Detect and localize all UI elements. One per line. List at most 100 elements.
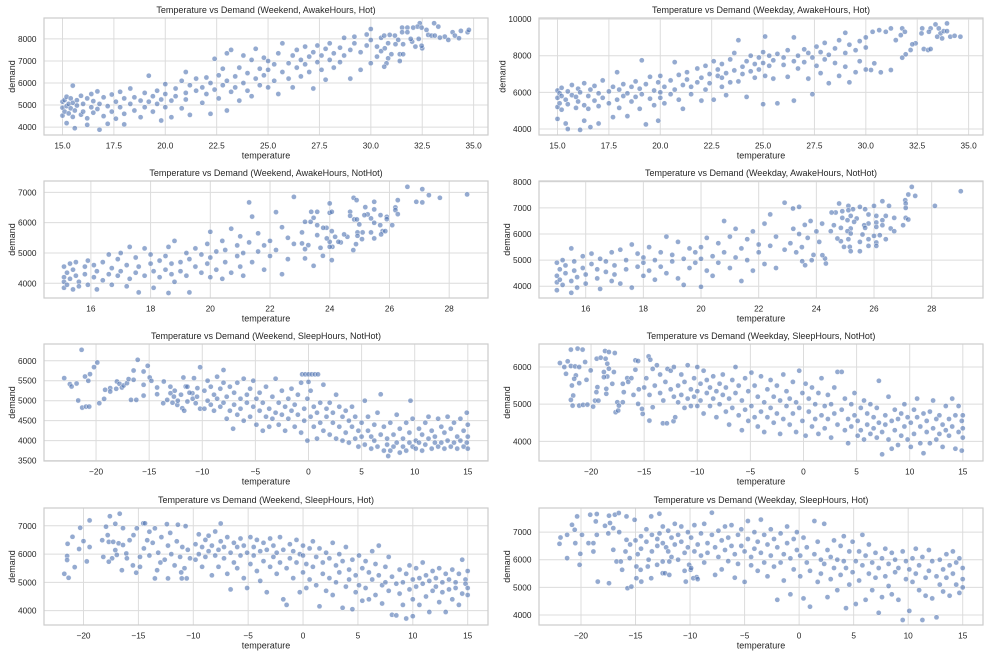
data-point bbox=[564, 531, 570, 538]
data-point bbox=[614, 96, 620, 103]
data-point bbox=[859, 231, 866, 238]
data-point bbox=[141, 90, 148, 96]
data-point bbox=[64, 269, 70, 276]
data-point bbox=[269, 415, 276, 422]
data-point bbox=[63, 120, 70, 126]
data-point bbox=[726, 421, 732, 428]
data-point bbox=[603, 390, 610, 397]
x-tick-label: 10 bbox=[408, 631, 418, 641]
data-point bbox=[310, 423, 317, 430]
data-point bbox=[914, 395, 920, 402]
data-point bbox=[287, 555, 293, 562]
data-point bbox=[253, 395, 260, 402]
data-point bbox=[400, 579, 406, 586]
data-point bbox=[201, 405, 208, 412]
data-point bbox=[879, 451, 885, 458]
y-tick-label: 10000 bbox=[508, 14, 531, 24]
data-point bbox=[337, 44, 343, 51]
data-point bbox=[435, 23, 442, 30]
data-point bbox=[634, 263, 641, 270]
data-point bbox=[588, 250, 595, 257]
data-point bbox=[248, 57, 255, 63]
data-point bbox=[217, 403, 224, 410]
data-point bbox=[895, 565, 902, 571]
data-point bbox=[150, 284, 157, 291]
data-point bbox=[259, 427, 266, 434]
data-point bbox=[786, 395, 793, 402]
data-point bbox=[383, 216, 390, 222]
data-point bbox=[848, 401, 855, 408]
data-point bbox=[688, 386, 694, 393]
data-point bbox=[680, 282, 687, 288]
data-point bbox=[922, 592, 929, 599]
data-point bbox=[265, 66, 271, 73]
data-point bbox=[314, 435, 320, 442]
data-point bbox=[377, 431, 384, 438]
data-point bbox=[255, 248, 261, 255]
y-tick-label: 8000 bbox=[513, 177, 532, 187]
data-point bbox=[371, 437, 378, 444]
data-point bbox=[237, 405, 244, 412]
data-point bbox=[715, 259, 722, 266]
data-point bbox=[601, 374, 607, 380]
y-tick-label: 4000 bbox=[513, 124, 532, 134]
data-point bbox=[949, 423, 956, 430]
data-point bbox=[609, 380, 616, 387]
data-point bbox=[809, 423, 815, 430]
data-point bbox=[222, 247, 229, 253]
data-point bbox=[94, 359, 101, 366]
x-tick-label: −10 bbox=[690, 467, 704, 477]
data-point bbox=[657, 390, 663, 396]
data-point bbox=[635, 386, 642, 393]
subplot-title: Temperature vs Demand (Weekend, SleepHou… bbox=[151, 331, 381, 341]
data-point bbox=[346, 439, 352, 446]
data-point bbox=[381, 32, 388, 39]
data-point bbox=[381, 63, 388, 70]
x-tick-label: 22 bbox=[265, 304, 275, 314]
data-point bbox=[165, 542, 171, 549]
data-point bbox=[162, 81, 169, 87]
data-point bbox=[735, 37, 742, 44]
data-point bbox=[610, 525, 617, 531]
subplot: 16 18 20 22 24 26 284000500060007000Temperatur… bbox=[7, 168, 489, 324]
x-tick-label: 27.5 bbox=[806, 141, 823, 151]
data-point bbox=[61, 263, 67, 270]
data-point bbox=[797, 573, 804, 580]
data-point bbox=[280, 546, 287, 553]
data-point bbox=[80, 108, 86, 115]
data-point bbox=[375, 542, 382, 549]
data-point bbox=[847, 230, 854, 237]
data-point bbox=[350, 247, 357, 253]
data-point bbox=[821, 425, 828, 432]
data-point bbox=[174, 397, 181, 404]
data-point bbox=[263, 546, 270, 553]
data-point bbox=[866, 570, 872, 577]
axes-frame bbox=[538, 17, 984, 136]
data-point bbox=[685, 529, 691, 535]
data-point bbox=[293, 559, 300, 566]
data-point bbox=[84, 122, 91, 128]
data-point bbox=[94, 286, 100, 293]
data-point bbox=[832, 45, 838, 52]
data-point bbox=[343, 583, 349, 590]
data-point bbox=[571, 258, 578, 265]
data-point bbox=[791, 97, 797, 104]
data-point bbox=[723, 92, 729, 98]
data-point bbox=[371, 235, 378, 242]
data-point bbox=[758, 373, 764, 380]
data-point bbox=[876, 27, 883, 33]
data-point bbox=[198, 251, 205, 258]
data-point bbox=[620, 81, 627, 87]
data-point bbox=[120, 542, 126, 548]
data-point bbox=[652, 276, 658, 283]
data-point bbox=[126, 537, 133, 544]
data-point bbox=[134, 356, 141, 363]
data-point bbox=[310, 49, 317, 56]
data-point bbox=[807, 567, 813, 574]
data-point bbox=[94, 88, 101, 95]
data-point bbox=[86, 403, 93, 410]
data-point bbox=[697, 380, 704, 387]
y-tick-label: 3500 bbox=[18, 456, 37, 466]
data-point bbox=[247, 385, 253, 392]
data-point bbox=[207, 401, 214, 408]
